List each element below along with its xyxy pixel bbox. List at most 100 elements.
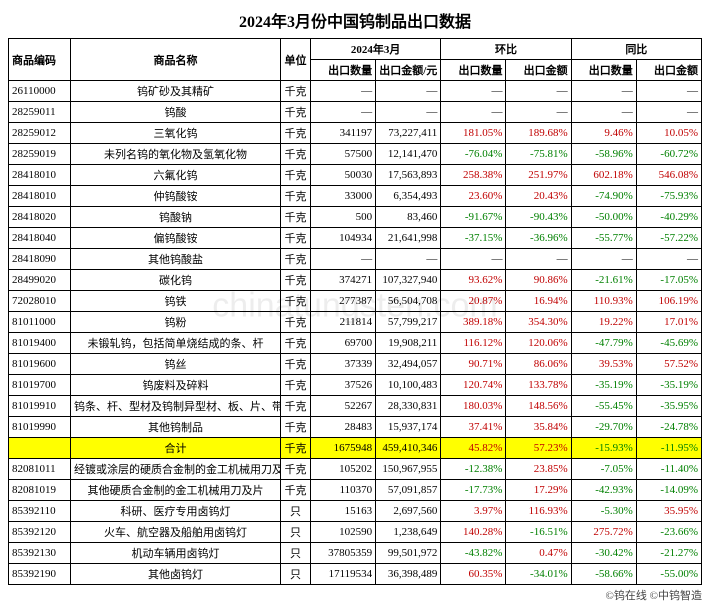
cell: 180.03% [441,396,506,417]
cell: -7.05% [571,459,636,480]
cell: -11.95% [636,438,701,459]
cell: 57.23% [506,438,571,459]
footer: ©钨在线 ©中钨智造 [8,587,702,603]
cell: 16.94% [506,291,571,312]
cell: 28499020 [9,270,71,291]
th-mom-amt: 出口金额 [506,60,571,81]
cell: 千克 [281,291,311,312]
table-row: 26110000钨矿砂及其精矿千克—————— [9,81,702,102]
cell: 110.93% [571,291,636,312]
cell: 6,354,493 [376,186,441,207]
cell: 机动车辆用卤钨灯 [71,543,281,564]
cell: 钨粉 [71,312,281,333]
cell: 钨废料及碎料 [71,375,281,396]
cell: 钨铁 [71,291,281,312]
cell: 其他钨酸盐 [71,249,281,270]
cell: 69700 [311,333,376,354]
cell [9,438,71,459]
cell: 20.43% [506,186,571,207]
cell: 181.05% [441,123,506,144]
cell: -11.40% [636,459,701,480]
table-row: 28499020碳化钨千克374271107,327,94093.62%90.8… [9,270,702,291]
cell: -45.69% [636,333,701,354]
cell: -50.00% [571,207,636,228]
cell: 85392120 [9,522,71,543]
cell: 104934 [311,228,376,249]
cell: 105202 [311,459,376,480]
table-row: 28418040偏钨酸铵千克10493421,641,998-37.15%-36… [9,228,702,249]
th-yoy-qty: 出口数量 [571,60,636,81]
cell: — [376,81,441,102]
cell: -36.96% [506,228,571,249]
cell: 28259019 [9,144,71,165]
table-row: 28418010仲钨酸铵千克330006,354,49323.60%20.43%… [9,186,702,207]
cell: — [311,102,376,123]
cell: 未列名钨的氧化物及氢氧化物 [71,144,281,165]
cell: — [376,249,441,270]
cell: 57500 [311,144,376,165]
cell: -58.66% [571,564,636,585]
cell: 258.38% [441,165,506,186]
table-row: 28259019未列名钨的氧化物及氢氧化物千克5750012,141,470-7… [9,144,702,165]
cell: -42.93% [571,480,636,501]
cell: 500 [311,207,376,228]
cell: 85392110 [9,501,71,522]
cell: — [376,102,441,123]
cell: 千克 [281,333,311,354]
cell: — [636,81,701,102]
th-name: 商品名称 [71,39,281,81]
cell: 81019910 [9,396,71,417]
cell: -21.61% [571,270,636,291]
cell: 3.97% [441,501,506,522]
cell: — [441,81,506,102]
cell: 60.35% [441,564,506,585]
cell: 28418040 [9,228,71,249]
table-row: 81019400未锻轧钨，包括简单烧结成的条、杆千克6970019,908,21… [9,333,702,354]
table-row: 81019910钨条、杆、型材及钨制异型材、板、片、带、箔千克5226728,3… [9,396,702,417]
cell: 千克 [281,459,311,480]
cell: 459,410,346 [376,438,441,459]
cell: — [311,249,376,270]
cell: 千克 [281,480,311,501]
cell: 千克 [281,354,311,375]
cell: 千克 [281,270,311,291]
export-table: 商品编码 商品名称 单位 2024年3月 环比 同比 出口数量 出口金额/元 出… [8,38,702,585]
cell: 只 [281,522,311,543]
cell: — [571,81,636,102]
cell: 28418090 [9,249,71,270]
cell: 千克 [281,81,311,102]
cell: 28259012 [9,123,71,144]
table-row: 28418090其他钨酸盐千克—————— [9,249,702,270]
th-qty: 出口数量 [311,60,376,81]
cell: -5.30% [571,501,636,522]
cell: 2,697,560 [376,501,441,522]
cell: -24.78% [636,417,701,438]
cell: 0.47% [506,543,571,564]
table-row: 85392190其他卤钨灯只1711953436,398,48960.35%-3… [9,564,702,585]
cell: — [636,102,701,123]
cell: 千克 [281,144,311,165]
cell: 15,937,174 [376,417,441,438]
table-row: 28418020钨酸钠千克50083,460-91.67%-90.43%-50.… [9,207,702,228]
cell: 28483 [311,417,376,438]
cell: 106.19% [636,291,701,312]
cell: 45.82% [441,438,506,459]
cell: -35.19% [571,375,636,396]
cell: 23.60% [441,186,506,207]
cell: — [571,249,636,270]
cell: 千克 [281,102,311,123]
cell: 81011000 [9,312,71,333]
cell: -35.19% [636,375,701,396]
cell: -75.81% [506,144,571,165]
cell: 17119534 [311,564,376,585]
cell: 148.56% [506,396,571,417]
cell: 钨丝 [71,354,281,375]
table-row: 28259012三氧化钨千克34119773,227,411181.05%189… [9,123,702,144]
th-unit: 单位 [281,39,311,81]
cell: -29.70% [571,417,636,438]
cell: 15163 [311,501,376,522]
cell: 千克 [281,249,311,270]
cell: 9.46% [571,123,636,144]
cell: 110370 [311,480,376,501]
cell: -55.77% [571,228,636,249]
